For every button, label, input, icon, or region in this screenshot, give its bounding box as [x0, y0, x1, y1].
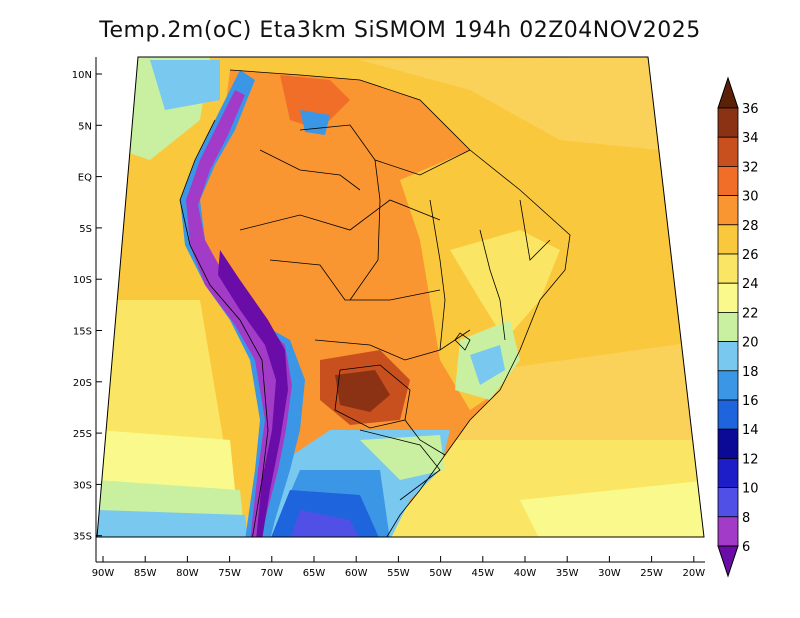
- andes-cold-region: [180, 70, 305, 537]
- colorbar-label: 8: [742, 511, 750, 526]
- colorbar-swatch: [717, 457, 739, 488]
- colorbar-label: 10: [742, 482, 759, 497]
- colorbar-label: 26: [742, 248, 759, 263]
- colorbar-swatch: [717, 370, 739, 401]
- lon-tick-label: 20W: [682, 568, 705, 579]
- colorbar-swatch: [717, 282, 739, 313]
- map-title: Temp.2m(oC) Eta3km SiSMOM 194h 02Z04NOV2…: [99, 18, 701, 43]
- colorbar-label: 36: [742, 102, 759, 117]
- lon-tick-label: 75W: [218, 568, 241, 579]
- lon-tick-label: 65W: [303, 568, 326, 579]
- lon-tick-label: 50W: [429, 568, 452, 579]
- lat-tick-label: EQ: [78, 173, 92, 184]
- lon-tick-label: 25W: [640, 568, 663, 579]
- lon-tick-label: 80W: [176, 568, 199, 579]
- lon-tick-label: 55W: [387, 568, 410, 579]
- colorbar-swatch: [717, 107, 739, 138]
- colorbar-swatch: [717, 341, 739, 372]
- lon-tick-label: 85W: [134, 568, 157, 579]
- lon-tick-label: 35W: [556, 568, 579, 579]
- lon-tick-label: 60W: [345, 568, 368, 579]
- colorbar-swatch: [717, 195, 739, 226]
- lon-tick-label: 30W: [598, 568, 621, 579]
- lon-tick-label: 40W: [514, 568, 537, 579]
- colorbar-label: 32: [742, 160, 759, 175]
- colorbar-max-arrow: [717, 76, 739, 109]
- lat-tick-label: 10S: [73, 275, 92, 286]
- temperature-field: [97, 57, 704, 537]
- colorbar-swatch: [717, 224, 739, 255]
- colorbar-label: 18: [742, 365, 759, 380]
- colorbar: 36 34 32 30 28 26 24 22 20 18 16 14 12 10 8 6: [717, 76, 759, 578]
- lat-tick-label: 5N: [78, 121, 92, 132]
- colorbar-label: 30: [742, 190, 759, 205]
- colorbar-label: 28: [742, 219, 759, 234]
- colorbar-label: 20: [742, 336, 759, 351]
- colorbar-swatch: [717, 516, 739, 547]
- latitude-axis: 10N 5N EQ 5S 10S 15S 20S 25S 30S 35S: [72, 57, 102, 562]
- colorbar-swatch: [717, 136, 739, 167]
- lat-tick-label: 5S: [79, 224, 92, 235]
- lat-tick-label: 20S: [73, 378, 92, 389]
- colorbar-label: 24: [742, 277, 759, 292]
- lat-tick-label: 15S: [73, 327, 92, 338]
- colorbar-label: 22: [742, 306, 759, 321]
- colorbar-swatch: [717, 311, 739, 342]
- colorbar-swatch: [717, 487, 739, 518]
- political-borders: [179, 69, 571, 537]
- colorbar-label: 12: [742, 452, 759, 467]
- colorbar-swatch: [717, 399, 739, 430]
- colorbar-label: 16: [742, 394, 759, 409]
- colorbar-swatch: [717, 253, 739, 284]
- colorbar-swatch: [717, 428, 739, 459]
- lat-tick-label: 25S: [73, 429, 92, 440]
- colorbar-label: 6: [742, 540, 750, 555]
- colorbar-label: 34: [742, 131, 759, 146]
- longitude-axis: 90W 85W 80W 75W 70W 65W 60W 55W 50W 45W 40W 35W 30W 2…: [92, 556, 705, 579]
- colorbar-min-arrow: [717, 545, 739, 578]
- lon-tick-label: 90W: [92, 568, 115, 579]
- lat-tick-label: 10N: [72, 70, 92, 81]
- lon-tick-label: 70W: [260, 568, 283, 579]
- lon-tick-label: 45W: [471, 568, 494, 579]
- colorbar-label: 14: [742, 423, 759, 438]
- lat-tick-label: 35S: [73, 532, 92, 543]
- colorbar-swatch: [717, 165, 739, 196]
- lat-tick-label: 30S: [73, 480, 92, 491]
